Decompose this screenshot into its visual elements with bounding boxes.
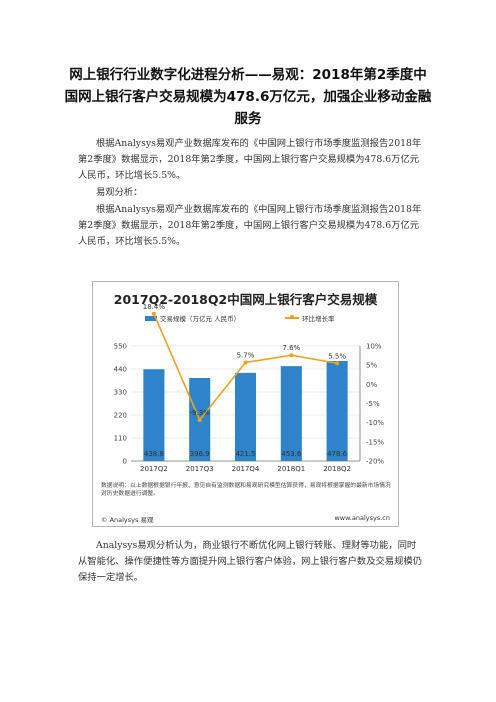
growth-label: 5.7%	[237, 351, 255, 359]
x-axis-tick: 2017Q3	[186, 465, 214, 473]
chart-plot: 0 110 220 330 440 550 -20% -15% -10% -5% 0% 5% 10% 43…	[114, 303, 385, 473]
analysis-paragraph-text: 根据Analysys易观产业数据库发布的《中国网上银行市场季度监测报告2018年…	[78, 204, 422, 247]
conclusion-paragraph-text: Analysys易观分析认为，商业银行不断优化网上银行转账、理财等功能，同时从智…	[78, 540, 422, 583]
growth-point	[335, 361, 340, 366]
chart-note: 数据说明：以上数据根据银行年报、意见自有监测数据和易观研究模型估算获得，易观将根…	[101, 483, 391, 497]
bar-value-label: 453.6	[281, 450, 302, 458]
growth-point	[243, 360, 248, 365]
x-axis-tick: 2018Q1	[277, 465, 305, 473]
growth-label: 5.5%	[328, 352, 346, 360]
right-axis-tick: -10%	[366, 419, 384, 427]
bar-value-label: 421.5	[235, 450, 255, 458]
legend-line: 环比增长率	[285, 313, 335, 323]
left-axis-tick: 110	[114, 435, 127, 443]
x-axis-tick: 2017Q4	[232, 465, 260, 473]
intro-paragraph: 根据Analysys易观产业数据库发布的《中国网上银行市场季度监测报告2018年…	[78, 136, 424, 184]
right-axis-tick: 5%	[366, 362, 377, 370]
right-axis-tick: 0%	[366, 381, 377, 389]
chart-title: 2017Q2-2018Q2中国网上银行客户交易规模	[113, 292, 378, 307]
left-axis-tick: 550	[114, 343, 127, 351]
conclusion-paragraph: Analysys易观分析认为，商业银行不断优化网上银行转账、理财等功能，同时从智…	[78, 538, 424, 586]
left-axis-tick: 330	[114, 389, 127, 397]
document-title: 网上银行行业数字化进程分析——易观：2018年第2季度中国网上银行客户交易规模为…	[64, 67, 432, 127]
bar-value-label: 396.9	[190, 450, 210, 458]
legend-bar: 交易规模（万亿元 人民币）	[145, 313, 240, 323]
bar	[280, 366, 302, 461]
growth-point	[151, 311, 156, 316]
intro-paragraph-text: 根据Analysys易观产业数据库发布的《中国网上银行市场季度监测报告2018年…	[78, 138, 422, 181]
left-axis-tick: 0	[123, 458, 127, 466]
growth-point	[289, 353, 294, 358]
legend-line-label: 环比增长率	[302, 315, 335, 323]
bar	[143, 369, 165, 461]
legend-bar-swatch	[145, 315, 157, 321]
chart-brand: © Analysys 易观	[101, 516, 154, 524]
bar-value-label: 438.8	[144, 450, 164, 458]
analysis-paragraph: 根据Analysys易观产业数据库发布的《中国网上银行市场季度监测报告2018年…	[78, 202, 424, 250]
growth-label: 18.4%	[143, 303, 166, 311]
legend-line-swatch	[285, 315, 299, 319]
growth-label: -9.3%	[190, 409, 211, 417]
left-axis-tick: 440	[114, 366, 127, 374]
bar	[234, 372, 257, 461]
growth-point	[197, 417, 202, 422]
analysis-label: 易观分析：	[96, 187, 143, 198]
bar-value-label: 478.6	[327, 450, 348, 458]
right-axis-tick: -20%	[366, 458, 384, 466]
bar	[326, 360, 348, 461]
right-axis-tick: 10%	[366, 343, 382, 351]
x-axis-tick: 2017Q2	[140, 465, 168, 473]
chart-website: www.analysys.cn	[334, 514, 390, 522]
growth-label: 7.6%	[282, 344, 300, 352]
right-axis-tick: -5%	[366, 400, 380, 408]
x-axis-tick: 2018Q2	[323, 465, 351, 473]
legend-bar-label: 交易规模（万亿元 人民币）	[160, 315, 241, 323]
left-axis-tick: 220	[114, 412, 127, 420]
right-axis-tick: -15%	[366, 438, 384, 446]
chart-figure: 2017Q2-2018Q2中国网上银行客户交易规模 交易规模（万亿元 人民币） …	[92, 281, 399, 527]
